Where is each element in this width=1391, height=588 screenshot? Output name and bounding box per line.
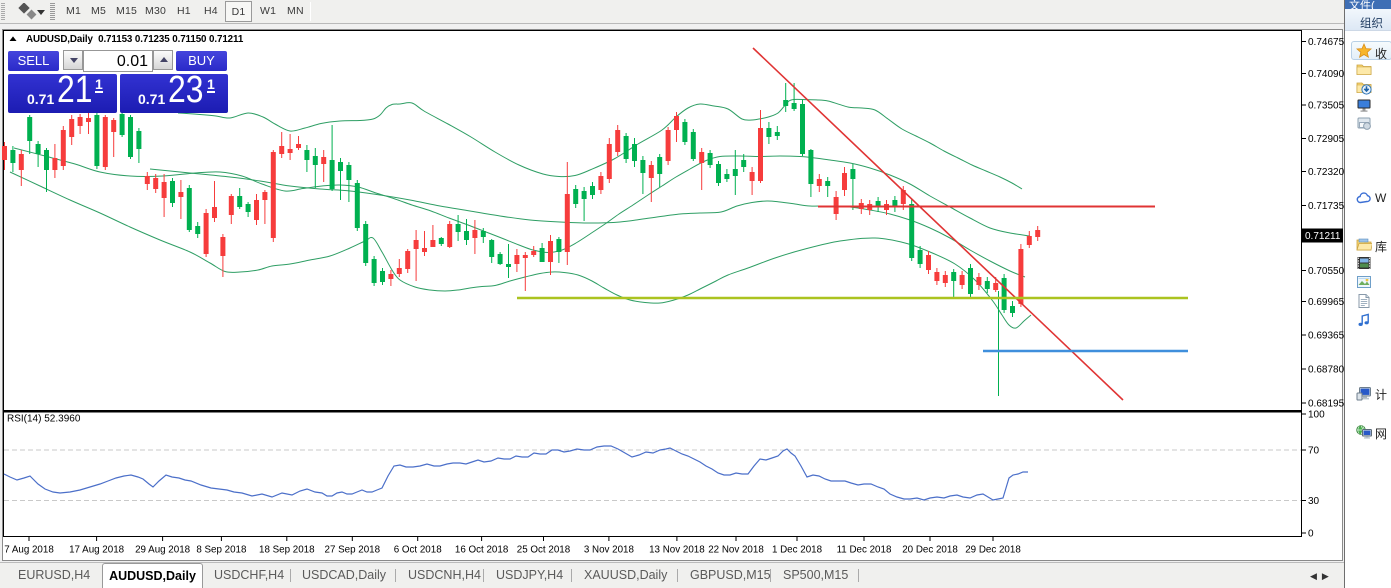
- svg-text:13 Nov 2018: 13 Nov 2018: [649, 545, 705, 556]
- svg-text:30: 30: [1308, 496, 1320, 507]
- svg-text:18 Sep 2018: 18 Sep 2018: [259, 545, 315, 556]
- svg-text:29 Dec 2018: 29 Dec 2018: [965, 545, 1021, 556]
- svg-text:3 Nov 2018: 3 Nov 2018: [584, 545, 635, 556]
- svg-text:0.74675: 0.74675: [1308, 37, 1345, 48]
- svg-text:AUDUSD,Daily 0.71153 0.71235: AUDUSD,Daily 0.71153 0.71235 0.71150 0.7…: [26, 34, 244, 45]
- svg-text:0.69965: 0.69965: [1308, 297, 1345, 308]
- svg-text:0.71735: 0.71735: [1308, 201, 1345, 212]
- svg-text:17 Aug 2018: 17 Aug 2018: [69, 545, 125, 556]
- svg-text:RSI(14) 52.3960: RSI(14) 52.3960: [7, 414, 81, 425]
- svg-text:0.73505: 0.73505: [1308, 101, 1345, 112]
- svg-text:0.74090: 0.74090: [1308, 69, 1345, 80]
- svg-text:22 Nov 2018: 22 Nov 2018: [708, 545, 764, 556]
- svg-text:6 Oct 2018: 6 Oct 2018: [394, 545, 442, 556]
- svg-text:0.68780: 0.68780: [1308, 365, 1345, 376]
- svg-text:0.70550: 0.70550: [1308, 266, 1345, 277]
- svg-text:100: 100: [1308, 410, 1325, 421]
- svg-text:20 Dec 2018: 20 Dec 2018: [902, 545, 958, 556]
- svg-text:16 Oct 2018: 16 Oct 2018: [455, 545, 509, 556]
- svg-text:0.68195: 0.68195: [1308, 399, 1345, 410]
- svg-text:8 Sep 2018: 8 Sep 2018: [196, 545, 247, 556]
- svg-text:25 Oct 2018: 25 Oct 2018: [517, 545, 571, 556]
- svg-text:70: 70: [1308, 446, 1320, 457]
- svg-text:29 Aug 2018: 29 Aug 2018: [135, 545, 191, 556]
- svg-text:7 Aug 2018: 7 Aug 2018: [4, 545, 54, 556]
- svg-text:11 Dec 2018: 11 Dec 2018: [837, 545, 892, 556]
- svg-text:1 Dec 2018: 1 Dec 2018: [772, 545, 823, 556]
- svg-text:0.72905: 0.72905: [1308, 134, 1345, 145]
- svg-text:0: 0: [1308, 529, 1314, 540]
- svg-text:0.72320: 0.72320: [1308, 167, 1345, 178]
- svg-text:0.71211: 0.71211: [1305, 231, 1341, 242]
- svg-text:0.69365: 0.69365: [1308, 331, 1345, 342]
- svg-text:27 Sep 2018: 27 Sep 2018: [325, 545, 381, 556]
